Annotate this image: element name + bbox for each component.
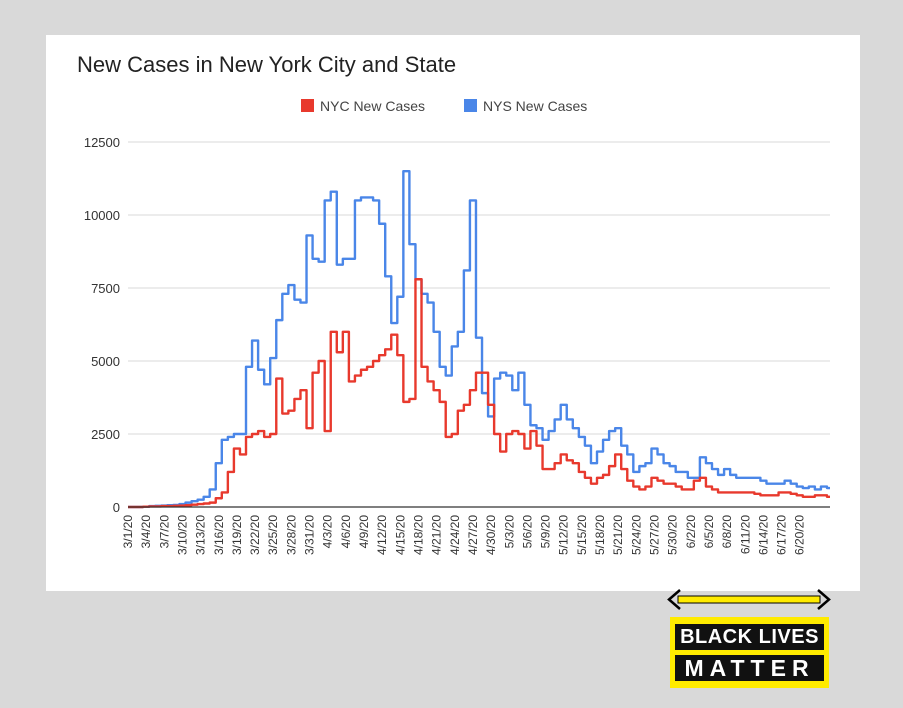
x-tick-label: 5/12/20 <box>557 515 571 555</box>
black-lives-matter-badge: BLACK LIVES MATTER <box>670 617 829 688</box>
x-tick-label: 3/4/20 <box>139 515 153 549</box>
legend-swatch-nyc <box>301 99 314 112</box>
x-tick-label: 6/14/20 <box>756 515 770 555</box>
x-tick-label: 6/20/20 <box>793 515 807 555</box>
x-tick-label: 5/27/20 <box>648 515 662 555</box>
y-tick-label: 12500 <box>84 135 120 150</box>
gridlines <box>128 141 830 435</box>
x-tick-label: 3/10/20 <box>175 515 189 555</box>
x-tick-label: 4/18/20 <box>411 515 425 555</box>
double-arrow-icon <box>667 589 831 610</box>
badge-line-2: MATTER <box>675 655 824 681</box>
x-tick-label: 4/27/20 <box>466 515 480 555</box>
x-tick-label: 4/30/20 <box>484 515 498 555</box>
y-tick-label: 5000 <box>91 354 120 369</box>
x-tick-label: 3/19/20 <box>230 515 244 555</box>
x-tick-label: 3/28/20 <box>284 515 298 555</box>
x-tick-label: 5/3/20 <box>502 515 516 549</box>
series-line-nyc <box>128 278 830 509</box>
x-tick-label: 6/11/20 <box>738 515 752 554</box>
x-axis-ticks: 3/1/20 3/4/20 3/7/20 3/10/20 3/13/20 3/16/20 3… <box>121 515 807 555</box>
x-tick-label: 5/24/20 <box>629 515 643 555</box>
legend-swatch-nys <box>464 99 477 112</box>
x-tick-label: 5/18/20 <box>593 515 607 555</box>
x-tick-label: 4/3/20 <box>321 515 335 549</box>
x-tick-label: 3/16/20 <box>212 515 226 555</box>
x-tick-label: 4/12/20 <box>375 515 389 555</box>
x-tick-label: 3/31/20 <box>303 515 317 555</box>
series-line-nys <box>128 170 830 509</box>
legend-label-nys: NYS New Cases <box>483 98 587 114</box>
x-tick-label: 6/8/20 <box>720 515 734 549</box>
chart: New Cases in New York City and State NYC… <box>77 52 830 555</box>
x-tick-label: 3/7/20 <box>157 515 171 549</box>
chart-panel: New Cases in New York City and State NYC… <box>46 35 860 591</box>
chart-title: New Cases in New York City and State <box>77 52 456 77</box>
x-tick-label: 4/15/20 <box>393 515 407 555</box>
x-tick-label: 4/24/20 <box>448 515 462 555</box>
y-tick-label: 2500 <box>91 427 120 442</box>
x-tick-label: 5/30/20 <box>666 515 680 555</box>
x-tick-label: 5/21/20 <box>611 515 625 555</box>
x-tick-label: 3/22/20 <box>248 515 262 555</box>
legend-label-nyc: NYC New Cases <box>320 98 425 114</box>
y-tick-label: 0 <box>113 500 120 515</box>
y-tick-label: 7500 <box>91 281 120 296</box>
x-tick-label: 4/6/20 <box>339 515 353 549</box>
x-tick-label: 3/1/20 <box>121 515 135 549</box>
x-tick-label: 3/25/20 <box>266 515 280 555</box>
x-tick-label: 6/5/20 <box>702 515 716 549</box>
x-tick-label: 6/17/20 <box>775 515 789 555</box>
legend: NYC New Cases NYS New Cases <box>301 98 587 114</box>
x-tick-label: 4/9/20 <box>357 515 371 549</box>
y-axis-ticks: 0 2500 5000 7500 10000 12500 <box>84 135 120 515</box>
x-tick-label: 3/13/20 <box>194 515 208 555</box>
x-tick-label: 5/6/20 <box>520 515 534 549</box>
series-lines <box>128 170 830 509</box>
x-tick-label: 5/9/20 <box>539 515 553 549</box>
y-tick-label: 10000 <box>84 208 120 223</box>
x-tick-label: 6/2/20 <box>684 515 698 549</box>
badge-line-1: BLACK LIVES <box>675 624 824 650</box>
x-tick-label: 5/15/20 <box>575 515 589 555</box>
x-tick-label: 4/21/20 <box>430 515 444 555</box>
